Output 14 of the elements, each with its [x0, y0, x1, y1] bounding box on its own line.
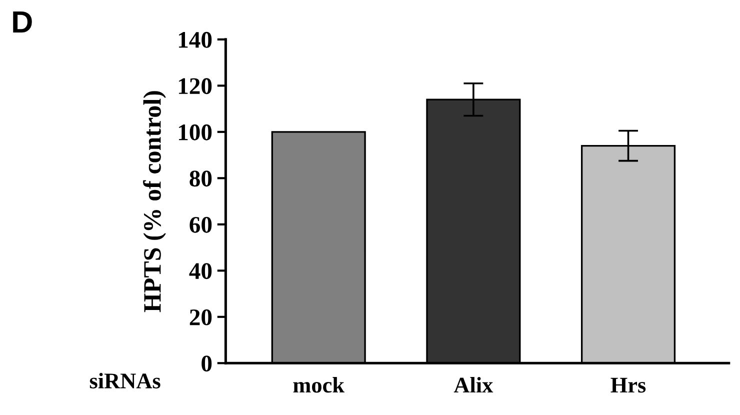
y-tick-label: 0 — [202, 356, 212, 372]
y-tick-label: 80 — [190, 170, 212, 187]
y-axis-title: HPTS (% of control) — [143, 91, 166, 312]
x-tick-label: Alix — [454, 377, 494, 392]
y-tick-label: 40 — [189, 263, 212, 280]
x-tick-label: Hrs — [610, 378, 646, 393]
y-tick-label: 20 — [190, 309, 212, 326]
x-tick-label: mock — [293, 377, 344, 393]
y-tick-label: 60 — [190, 216, 212, 233]
y-tick-label: 120 — [178, 78, 212, 94]
y-tick-label: 100 — [178, 124, 212, 140]
text: D — [13, 11, 32, 33]
y-tick-label: 140 — [178, 32, 212, 48]
x-axis-title: siRNAs — [90, 372, 160, 388]
